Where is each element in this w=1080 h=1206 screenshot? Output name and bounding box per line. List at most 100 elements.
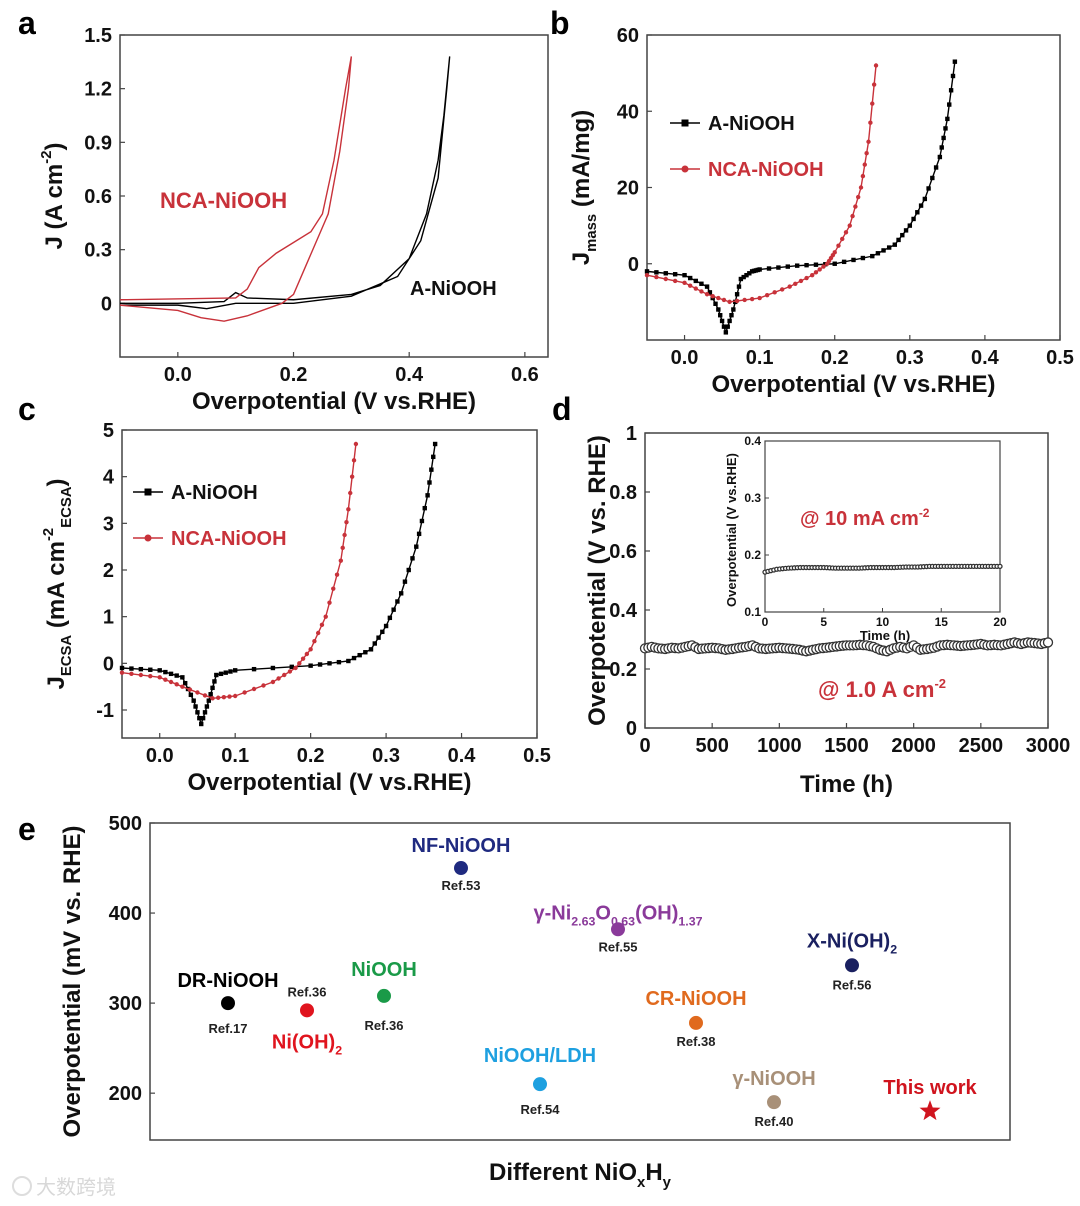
data-point <box>363 650 368 655</box>
x-tick-label: 0.4 <box>971 347 1000 369</box>
data-point <box>376 635 381 640</box>
watermark: 大数跨境 <box>36 1175 116 1199</box>
data-point <box>900 232 905 238</box>
x-tick-label: 2500 <box>959 735 1004 757</box>
data-point <box>348 490 353 496</box>
data-point <box>851 257 856 263</box>
data-point <box>654 274 659 280</box>
x-tick-label: 3000 <box>1026 735 1071 757</box>
x-axis-label-part: y <box>663 1175 672 1191</box>
data-point <box>699 289 704 294</box>
data-point <box>432 441 438 447</box>
x-tick-label: 0.4 <box>448 745 477 767</box>
data-point <box>200 715 206 721</box>
data-point <box>1042 637 1054 648</box>
y-axis-label-part: (mA cm <box>43 541 70 635</box>
x-tick-label: 0.3 <box>896 347 924 369</box>
legend-label: A-NiOOH <box>708 113 795 135</box>
panel-label-c: c <box>18 391 36 427</box>
x-tick-label: 0.0 <box>164 364 192 386</box>
data-point <box>719 318 725 324</box>
data-point <box>338 558 344 563</box>
y-tick-label: -1 <box>96 700 114 722</box>
inset-x-tick-label: 5 <box>820 615 827 629</box>
x-axis-label-part: x <box>637 1175 646 1191</box>
data-point <box>862 162 867 167</box>
data-point <box>915 210 920 215</box>
point-label: X-Ni(OH)2 <box>807 930 897 956</box>
inset-y-axis-label: Overpotential (V vs.RHE) <box>724 453 739 607</box>
annotation-current-density: @ 1.0 A cm-2 <box>818 676 946 702</box>
data-point <box>191 698 196 703</box>
point-label: CR-NiOOH <box>645 988 746 1010</box>
data-point <box>129 666 134 671</box>
data-point <box>351 655 357 661</box>
data-point <box>223 670 228 675</box>
point-label: NF-NiOOH <box>412 835 511 857</box>
plot-frame <box>121 429 538 739</box>
data-point <box>738 276 744 282</box>
y-tick-label: 1 <box>626 423 637 445</box>
x-tick-label: 0.2 <box>821 347 849 369</box>
data-point <box>353 441 359 447</box>
series-line-nca-niooh <box>119 56 353 322</box>
y-tick-label: 0 <box>628 254 639 276</box>
data-point <box>342 532 347 538</box>
point-reference: Ref.55 <box>598 939 637 954</box>
data-point <box>841 259 847 265</box>
y-tick-label: 1.2 <box>84 79 112 101</box>
y-tick-label: 0.2 <box>609 659 637 681</box>
legend-label: NCA-NiOOH <box>171 528 287 550</box>
data-point <box>693 278 699 284</box>
point-label-part: NF-NiOOH <box>412 835 511 857</box>
data-point <box>713 301 718 306</box>
data-point <box>174 673 179 678</box>
inset-data-point <box>997 563 1003 570</box>
data-point <box>704 292 710 297</box>
x-tick-label: 0.2 <box>280 364 308 386</box>
watermark-logo-icon <box>12 1176 32 1196</box>
data-point <box>251 686 257 692</box>
data-point <box>663 271 668 276</box>
data-point <box>168 671 174 677</box>
point-label-part: CR-NiOOH <box>645 988 746 1010</box>
series-line-nca-niooh <box>646 65 877 303</box>
data-point <box>881 248 886 253</box>
y-tick-label: 500 <box>109 813 142 835</box>
data-point <box>312 638 317 644</box>
data-point <box>346 658 351 664</box>
x-tick-label: 0.0 <box>671 347 699 369</box>
data-point-7 <box>767 1095 781 1110</box>
legend-marker <box>144 534 152 542</box>
panel-label-a: a <box>18 5 36 41</box>
data-point <box>933 165 939 170</box>
data-point-5 <box>611 922 625 937</box>
data-point <box>896 237 901 243</box>
data-point <box>195 710 200 715</box>
point-label-part: NiOOH/LDH <box>484 1045 596 1067</box>
data-point <box>687 283 693 288</box>
data-point <box>163 677 168 682</box>
x-tick-label: 0.5 <box>523 745 551 767</box>
data-point <box>723 330 729 335</box>
data-point <box>195 690 200 695</box>
legend-label: NCA-NiOOH <box>708 159 824 181</box>
x-tick-label: 0.1 <box>221 745 249 767</box>
data-point <box>297 661 302 666</box>
data-point <box>119 670 125 675</box>
data-point <box>414 544 419 549</box>
y-axis-label: Overpotential (mV vs. RHE) <box>59 825 86 1137</box>
data-point <box>129 671 134 677</box>
y-tick-label: 3 <box>103 513 114 535</box>
point-label: Ni(OH)2 <box>272 1031 342 1057</box>
data-point <box>672 272 678 277</box>
data-point <box>918 203 924 208</box>
y-tick-label: 0.6 <box>609 541 637 563</box>
point-label-part: γ-NiOOH <box>732 1068 815 1090</box>
point-label: DR-NiOOH <box>177 970 278 992</box>
data-point <box>943 126 948 131</box>
data-point <box>947 102 952 107</box>
data-point <box>315 630 321 636</box>
y-tick-label: 0.6 <box>84 186 112 208</box>
data-point <box>945 116 950 122</box>
